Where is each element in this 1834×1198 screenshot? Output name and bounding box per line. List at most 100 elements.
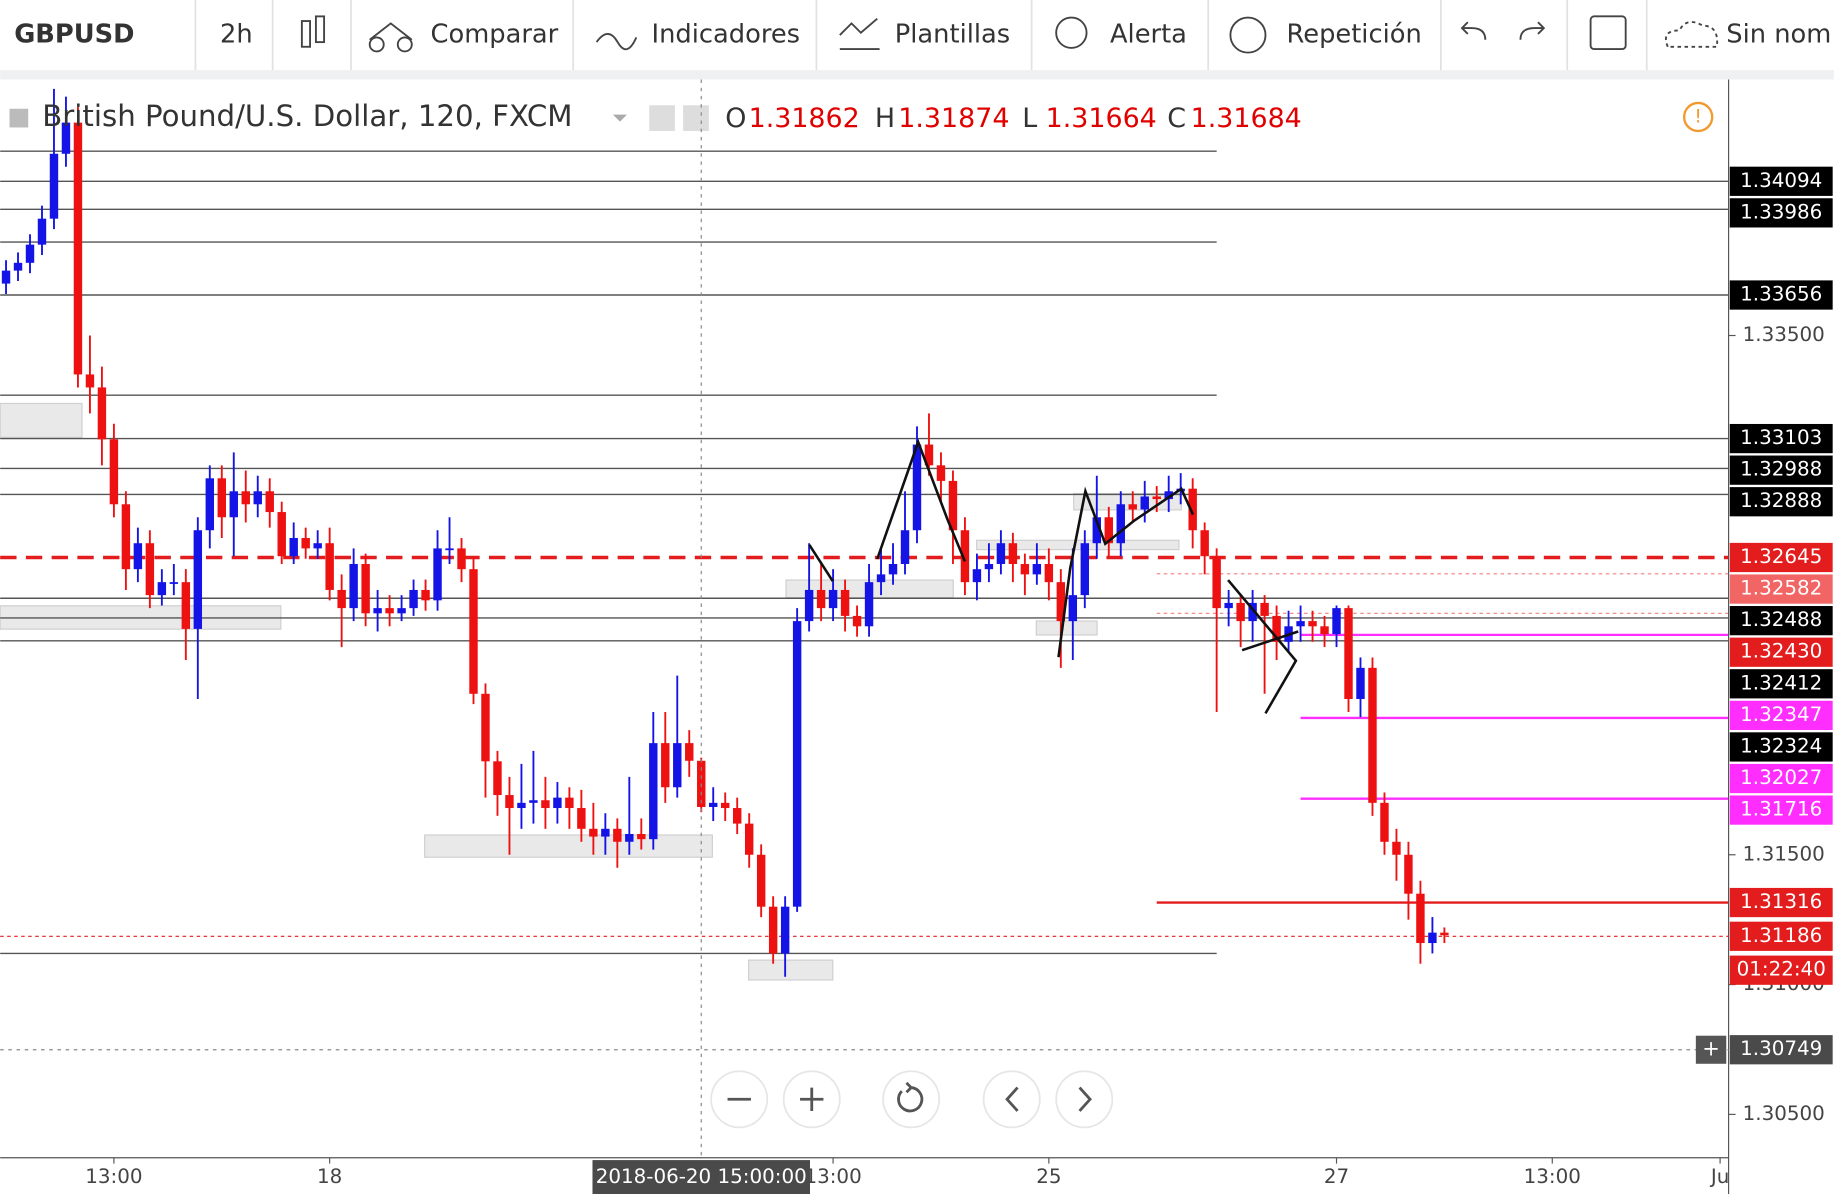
compare-button[interactable]: Comparar [431,20,559,50]
layout-icon[interactable] [1589,15,1627,51]
indicators-icon[interactable] [595,32,638,51]
candle-body [637,833,646,840]
candle-body [37,218,47,245]
redo-icon[interactable] [1519,21,1546,40]
replay-icon[interactable] [1229,16,1267,54]
candle-body [924,444,934,466]
price-tag [1729,795,1833,825]
left-icon [1005,1086,1019,1112]
toolbar: GBPUSD 2h Comparar Indicadores Plantilla… [0,0,1834,80]
candle-body [481,693,490,762]
candle-body [217,478,226,518]
candle-body [337,589,346,609]
candle-body [1272,615,1281,642]
crosshair-price-tag [1729,1035,1833,1065]
price-tag-label: 1.31186 [1740,924,1822,947]
price-tag [1729,280,1833,310]
candle-body [1356,667,1365,699]
candle-body [912,444,922,531]
candle-body [145,543,155,596]
price-tag [1729,887,1833,918]
candle-icon[interactable] [314,15,326,44]
candle-body [1416,893,1425,944]
candle-body [289,538,298,557]
candle-body [721,802,730,809]
settings-icon[interactable] [683,105,709,131]
price-tag-label: 1.31316 [1740,890,1822,913]
candle-body [673,743,682,788]
price-tag [1729,732,1833,762]
indicators-button[interactable]: Indicadores [652,20,801,50]
dropdown-icon[interactable] [612,114,627,122]
candle-body [1140,496,1149,510]
candle-body [1128,504,1137,510]
candle-body [601,828,610,837]
symbol[interactable]: GBPUSD [14,20,134,50]
candle-body [960,530,970,583]
templates-button[interactable]: Plantillas [895,20,1010,50]
scroll-right-button[interactable] [1055,1070,1114,1129]
candle-body [972,569,982,583]
scroll-left-button[interactable] [982,1070,1041,1129]
candle-body [577,808,586,829]
replay-button[interactable]: Repetición [1287,20,1422,50]
price-tag-label: 1.33103 [1740,426,1822,449]
candle-body [517,802,526,809]
collapse-icon[interactable] [9,108,29,128]
alert-button[interactable]: Alerta [1110,20,1187,50]
candle-body [49,153,59,219]
candle-body [565,797,574,809]
candle-body [1080,543,1090,596]
candle-body [661,743,670,788]
price-tag-label: 1.33986 [1740,200,1822,223]
compare-icon[interactable] [368,36,385,53]
candle-body [804,589,814,622]
compare-icon[interactable] [369,22,413,41]
interval[interactable]: 2h [220,20,253,50]
candle-body [1032,563,1042,575]
pattern-line [1227,579,1298,715]
price-tag [1729,455,1833,485]
candle-body [1020,563,1030,575]
countdown-tag [1729,955,1833,985]
candle-icon[interactable] [300,20,311,48]
templates-icon[interactable] [839,18,880,51]
x-tick-label: 18 [317,1165,342,1188]
price-tag-label: 1.32488 [1740,608,1822,631]
candle-body [325,543,334,590]
candle-body [193,530,203,629]
eye-icon[interactable] [649,105,675,131]
candle-body [241,491,250,505]
candle-body [469,569,478,694]
candle-body [1092,517,1102,544]
price-tag [1729,763,1833,794]
undo-icon[interactable] [1460,21,1487,40]
layout-name[interactable]: Sin nom [1726,20,1831,50]
candles [1,88,1449,977]
alert-icon[interactable] [1055,16,1088,49]
candle-body [1236,602,1245,622]
candle-body [984,563,994,570]
x-tick-label: 25 [1036,1165,1061,1188]
candle-body [1404,854,1413,894]
candle-body [205,478,215,531]
pattern-line [1057,486,1195,658]
candle-body [313,543,322,549]
warning-icon[interactable] [1682,101,1714,133]
candle-body [1068,595,1078,622]
overlay: +1.30749 2018-06-20 15:00:00 [0,79,1833,1194]
candle-body [445,548,454,551]
reset-button[interactable] [882,1070,941,1129]
x-tick-label: Ju [1709,1165,1729,1188]
price-tag-label: 1.32888 [1740,489,1822,512]
plus-icon [800,1087,824,1111]
zone [0,402,83,438]
compare-icon[interactable] [396,36,413,53]
pattern-line [876,438,967,562]
crosshair-time: 2018-06-20 15:00:00 [596,1165,807,1188]
candle-body [1332,608,1341,635]
candle-body [457,548,466,570]
y-tick-label: 1.30500 [1743,1102,1825,1125]
y-tick-label: 1.33500 [1743,323,1825,346]
